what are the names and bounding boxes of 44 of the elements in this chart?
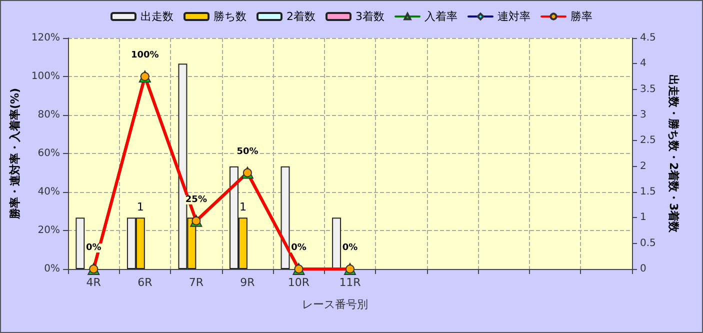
- legend-label: 連対率: [498, 10, 530, 23]
- legend-label: 出走数: [140, 10, 174, 23]
- y-axis-title: 勝率・連対率・入着率(%): [8, 88, 22, 220]
- y2-tick-label: 3.5: [640, 84, 656, 95]
- x-tick-label: 7R: [188, 276, 204, 289]
- y-tick-label: 0%: [44, 264, 60, 274]
- legend-label: 3着数: [356, 10, 384, 23]
- data-label: 100%: [131, 50, 159, 60]
- x-axis-title: レース番号別: [302, 298, 368, 311]
- y-tick-label: 20%: [38, 225, 60, 236]
- x-tick-label: 6R: [138, 276, 153, 289]
- y2-tick-label: 2: [640, 160, 646, 172]
- y-tick-label: 120%: [31, 32, 60, 44]
- legend-label: 入着率: [424, 10, 458, 23]
- x-tick-label: 4R: [86, 276, 102, 289]
- bar: [332, 218, 342, 269]
- y2-tick-label: 0: [640, 264, 646, 274]
- y2-tick-label: 3: [640, 110, 646, 120]
- y2-tick-label: 2.5: [640, 135, 656, 146]
- y2-tick-label: 1.5: [640, 186, 656, 198]
- y2-axis-title: 出走数・勝ち数・2着数・3着数: [667, 74, 680, 234]
- data-label: 1: [136, 200, 144, 214]
- data-label: 0%: [291, 243, 306, 253]
- bar: [280, 166, 290, 269]
- y2-tick-label: 4: [640, 58, 646, 70]
- bar: [76, 218, 85, 269]
- data-label: 0%: [342, 243, 358, 253]
- y-tick-label: 60%: [38, 148, 60, 159]
- data-label: 0%: [86, 243, 102, 253]
- y2-tick-label: 1: [640, 212, 646, 224]
- y-tick-label: 80%: [38, 110, 60, 120]
- data-label: 50%: [236, 146, 258, 157]
- y2-tick-label: 0.5: [640, 238, 656, 249]
- data-label: 1: [239, 200, 246, 214]
- legend-label: 勝ち数: [214, 10, 246, 23]
- data-label: 25%: [185, 194, 207, 205]
- x-tick-label: 11R: [339, 276, 362, 289]
- y-tick-label: 40%: [38, 186, 60, 198]
- x-tick-label: 9R: [240, 276, 256, 289]
- y-tick-label: 100%: [31, 71, 60, 82]
- legend-label: 勝率: [570, 10, 592, 23]
- y2-tick-label: 4.5: [640, 32, 656, 44]
- x-tick-label: 10R: [288, 276, 310, 289]
- legend-label: 2着数: [286, 10, 316, 23]
